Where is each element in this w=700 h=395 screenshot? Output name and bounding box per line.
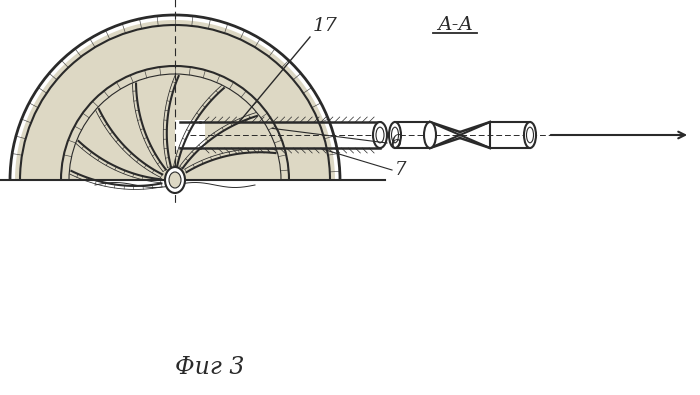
- Ellipse shape: [389, 122, 401, 148]
- Text: 17: 17: [313, 17, 337, 35]
- Ellipse shape: [524, 122, 536, 148]
- Text: Фиг 3: Фиг 3: [175, 356, 245, 378]
- Text: 6: 6: [390, 134, 402, 152]
- Polygon shape: [15, 20, 335, 180]
- Text: 7: 7: [395, 161, 407, 179]
- Bar: [175, 120, 205, 150]
- Ellipse shape: [373, 122, 387, 148]
- Ellipse shape: [169, 172, 181, 188]
- Ellipse shape: [165, 167, 185, 193]
- Text: А-А: А-А: [437, 16, 473, 34]
- Ellipse shape: [424, 122, 436, 148]
